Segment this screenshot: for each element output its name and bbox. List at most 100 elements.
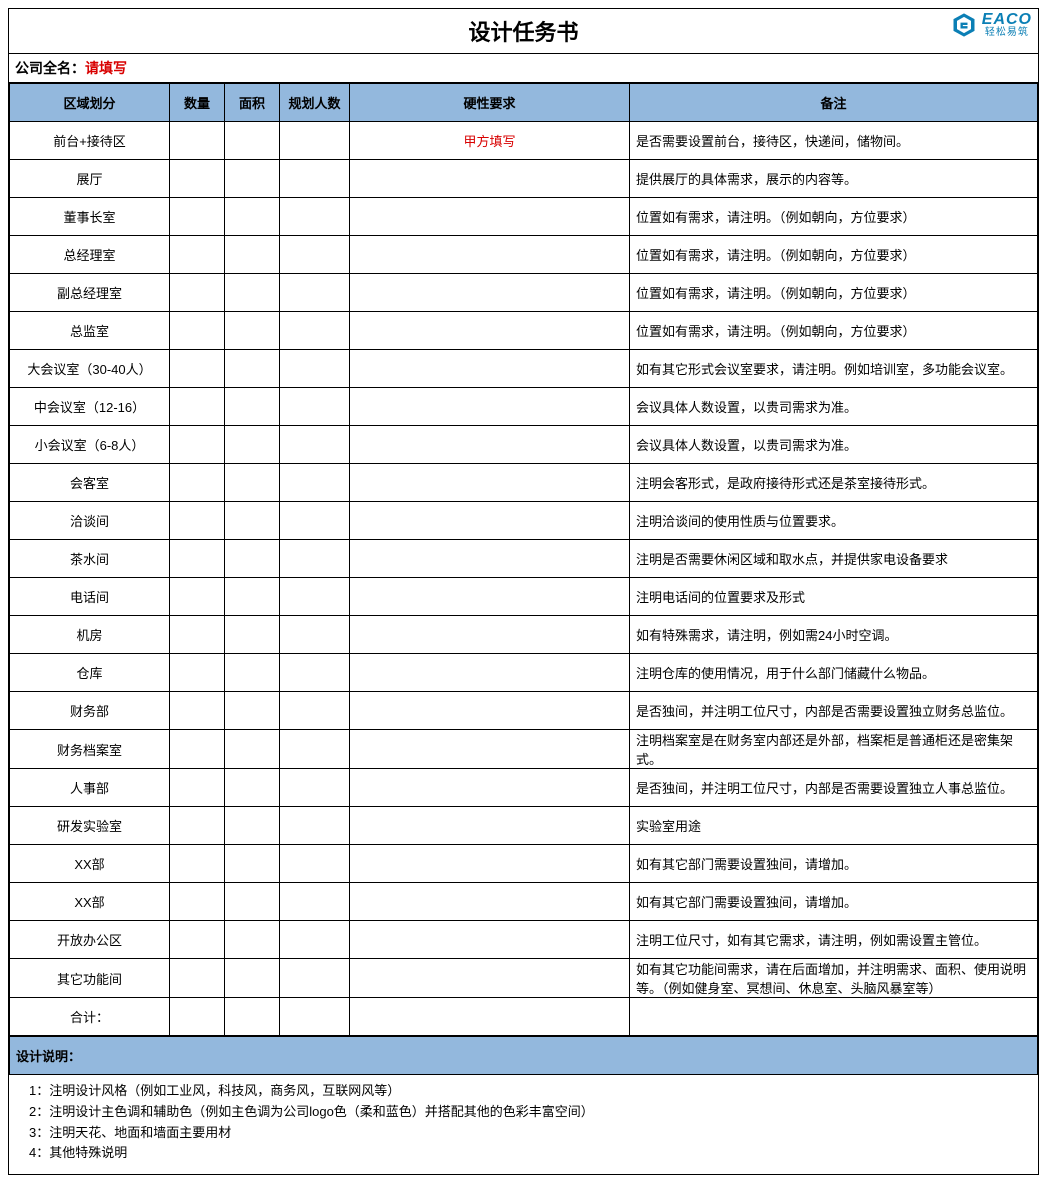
area-cell — [225, 883, 280, 921]
note-cell: 位置如有需求，请注明。（例如朝向，方位要求） — [630, 236, 1038, 274]
table-row: 合计： — [10, 998, 1038, 1036]
req-cell — [350, 274, 630, 312]
area-cell — [225, 845, 280, 883]
req-cell — [350, 654, 630, 692]
qty-cell — [170, 464, 225, 502]
company-label: 公司全名： — [15, 60, 85, 76]
qty-cell — [170, 198, 225, 236]
ppl-cell — [280, 464, 350, 502]
note-cell: 提供展厅的具体需求，展示的内容等。 — [630, 160, 1038, 198]
ppl-cell — [280, 312, 350, 350]
note-cell: 会议具体人数设置，以贵司需求为准。 — [630, 426, 1038, 464]
note-cell: 注明电话间的位置要求及形式 — [630, 578, 1038, 616]
ppl-cell — [280, 959, 350, 998]
table-row: 机房如有特殊需求，请注明，例如需24小时空调。 — [10, 616, 1038, 654]
table-row: XX部如有其它部门需要设置独间，请增加。 — [10, 845, 1038, 883]
zone-cell: 总监室 — [10, 312, 170, 350]
req-cell — [350, 540, 630, 578]
area-cell — [225, 464, 280, 502]
design-note-line: 2：注明设计主色调和辅助色（例如主色调为公司logo色（柔和蓝色）并搭配其他的色… — [29, 1102, 1018, 1123]
note-cell: 注明仓库的使用情况，用于什么部门储藏什么物品。 — [630, 654, 1038, 692]
table-row: 开放办公区注明工位尺寸，如有其它需求，请注明，例如需设置主管位。 — [10, 921, 1038, 959]
note-cell: 注明洽谈间的使用性质与位置要求。 — [630, 502, 1038, 540]
zone-cell: 中会议室（12-16） — [10, 388, 170, 426]
area-cell — [225, 769, 280, 807]
area-cell — [225, 959, 280, 998]
req-cell — [350, 692, 630, 730]
design-notes: 1：注明设计风格（例如工业风，科技风，商务风，互联网风等）2：注明设计主色调和辅… — [9, 1075, 1038, 1174]
note-cell: 注明工位尺寸，如有其它需求，请注明，例如需设置主管位。 — [630, 921, 1038, 959]
table-row: 会客室注明会客形式，是政府接待形式还是茶室接待形式。 — [10, 464, 1038, 502]
area-cell — [225, 730, 280, 769]
ppl-cell — [280, 616, 350, 654]
req-cell — [350, 845, 630, 883]
col-ppl-header: 规划人数 — [280, 84, 350, 122]
table-row: 研发实验室实验室用途 — [10, 807, 1038, 845]
area-cell — [225, 274, 280, 312]
qty-cell — [170, 616, 225, 654]
note-cell: 会议具体人数设置，以贵司需求为准。 — [630, 388, 1038, 426]
zone-cell: XX部 — [10, 883, 170, 921]
area-cell — [225, 236, 280, 274]
area-cell — [225, 578, 280, 616]
zone-table: 区域划分 数量 面积 规划人数 硬性要求 备注 前台+接待区甲方填写是否需要设置… — [9, 83, 1038, 1036]
ppl-cell — [280, 160, 350, 198]
ppl-cell — [280, 730, 350, 769]
note-cell: 注明是否需要休闲区域和取水点，并提供家电设备要求 — [630, 540, 1038, 578]
logo-sub-text: 轻松易筑 — [982, 28, 1032, 38]
area-cell — [225, 502, 280, 540]
qty-cell — [170, 730, 225, 769]
zone-cell: 大会议室（30-40人） — [10, 350, 170, 388]
ppl-cell — [280, 122, 350, 160]
area-cell — [225, 312, 280, 350]
ppl-cell — [280, 654, 350, 692]
zone-cell: 茶水间 — [10, 540, 170, 578]
req-cell — [350, 350, 630, 388]
area-cell — [225, 540, 280, 578]
qty-cell — [170, 160, 225, 198]
table-row: 洽谈间注明洽谈间的使用性质与位置要求。 — [10, 502, 1038, 540]
table-row: 董事长室位置如有需求，请注明。（例如朝向，方位要求） — [10, 198, 1038, 236]
table-row: 副总经理室位置如有需求，请注明。（例如朝向，方位要求） — [10, 274, 1038, 312]
qty-cell — [170, 845, 225, 883]
col-qty-header: 数量 — [170, 84, 225, 122]
col-note-header: 备注 — [630, 84, 1038, 122]
table-row: XX部 如有其它部门需要设置独间，请增加。 — [10, 883, 1038, 921]
req-cell — [350, 236, 630, 274]
qty-cell — [170, 122, 225, 160]
req-cell — [350, 959, 630, 998]
qty-cell — [170, 388, 225, 426]
note-cell: 如有其它部门需要设置独间，请增加。 — [630, 883, 1038, 921]
qty-cell — [170, 540, 225, 578]
req-cell — [350, 312, 630, 350]
zone-cell: 机房 — [10, 616, 170, 654]
area-cell — [225, 921, 280, 959]
req-cell: 甲方填写 — [350, 122, 630, 160]
note-cell: 位置如有需求，请注明。（例如朝向，方位要求） — [630, 274, 1038, 312]
table-row: 财务档案室注明档案室是在财务室内部还是外部，档案柜是普通柜还是密集架式。 — [10, 730, 1038, 769]
ppl-cell — [280, 845, 350, 883]
req-cell — [350, 464, 630, 502]
req-cell — [350, 160, 630, 198]
title-row: 设计任务书 EACO 轻松易筑 — [9, 9, 1038, 54]
zone-cell: 人事部 — [10, 769, 170, 807]
qty-cell — [170, 769, 225, 807]
zone-cell: 仓库 — [10, 654, 170, 692]
note-cell: 是否独间，并注明工位尺寸，内部是否需要设置独立财务总监位。 — [630, 692, 1038, 730]
table-row: 中会议室（12-16） 会议具体人数设置，以贵司需求为准。 — [10, 388, 1038, 426]
col-area-header: 面积 — [225, 84, 280, 122]
zone-cell: 电话间 — [10, 578, 170, 616]
table-row: 仓库 注明仓库的使用情况，用于什么部门储藏什么物品。 — [10, 654, 1038, 692]
area-cell — [225, 998, 280, 1036]
ppl-cell — [280, 883, 350, 921]
area-cell — [225, 122, 280, 160]
zone-cell: 会客室 — [10, 464, 170, 502]
brand-logo: EACO 轻松易筑 — [950, 11, 1032, 39]
table-row: 其它功能间如有其它功能间需求，请在后面增加，并注明需求、面积、使用说明等。（例如… — [10, 959, 1038, 998]
qty-cell — [170, 654, 225, 692]
area-cell — [225, 616, 280, 654]
area-cell — [225, 807, 280, 845]
qty-cell — [170, 883, 225, 921]
table-row: 前台+接待区甲方填写是否需要设置前台，接待区，快递间，储物间。 — [10, 122, 1038, 160]
table-row: 总监室位置如有需求，请注明。（例如朝向，方位要求） — [10, 312, 1038, 350]
